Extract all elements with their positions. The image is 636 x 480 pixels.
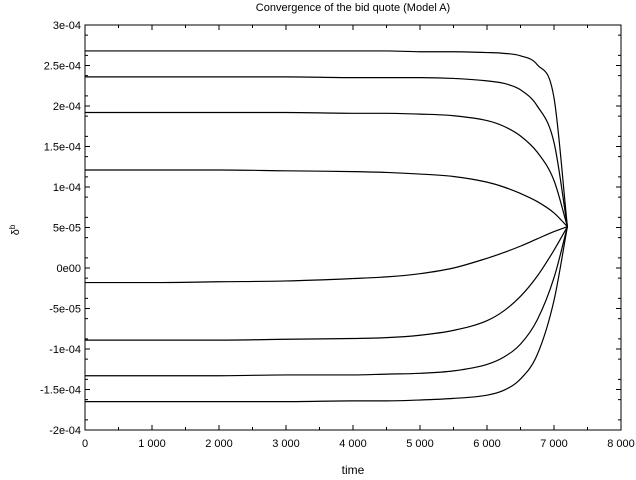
y-tick-label: 2e-04 (53, 101, 81, 113)
x-tick-label: 2 000 (205, 438, 233, 450)
y-tick-label: 1e-04 (53, 182, 81, 194)
chart-title: Convergence of the bid quote (Model A) (256, 2, 450, 14)
series-line-1 (84, 50, 568, 227)
x-tick-label: 3 000 (272, 438, 300, 450)
y-axis-label-main: δ (10, 229, 22, 235)
y-tick-label: -2e-04 (49, 425, 81, 437)
y-tick-label: 0e00 (57, 263, 81, 275)
series-line-7 (85, 226, 568, 377)
y-tick-label: 3e-04 (53, 20, 81, 32)
x-tick-label: 0 (82, 438, 88, 450)
y-tick-labels: 3e-04 2.5e-04 2e-04 1.5e-04 1e-04 5e-05 0e00 -5… (40, 20, 81, 437)
y-tick-label: -1.5e-04 (40, 385, 81, 397)
series-line-5 (84, 226, 568, 284)
x-tick-label: 8 000 (607, 438, 635, 450)
series-line-2 (84, 76, 568, 227)
y-axis-label-superscript: b (8, 224, 17, 229)
x-tick-labels: 0 1 000 2 000 3 000 4 000 5 000 6 000 7 000 8 00… (82, 438, 635, 450)
x-axis-label: time (342, 463, 365, 477)
y-tick-label: 5e-05 (53, 223, 81, 235)
plot-frame (84, 24, 622, 431)
x-tick-label: 1 000 (138, 438, 166, 450)
series-lines (84, 50, 568, 403)
x-tick-label: 6 000 (473, 438, 501, 450)
y-tick-label: 1.5e-04 (44, 142, 81, 154)
series-line-6 (84, 226, 568, 341)
x-tick-label: 4 000 (339, 438, 367, 450)
y-tick-label: -1e-04 (49, 344, 81, 356)
series-line-4 (85, 169, 568, 228)
y-tick-label: 2.5e-04 (44, 61, 81, 73)
series-line-3 (84, 111, 568, 227)
y-tick-label: -5e-05 (49, 304, 81, 316)
x-tick-label: 7 000 (540, 438, 568, 450)
x-tick-label: 5 000 (406, 438, 434, 450)
series-line-8 (84, 226, 568, 403)
axis-ticks (84, 24, 622, 431)
y-axis-label: δb (8, 224, 22, 235)
